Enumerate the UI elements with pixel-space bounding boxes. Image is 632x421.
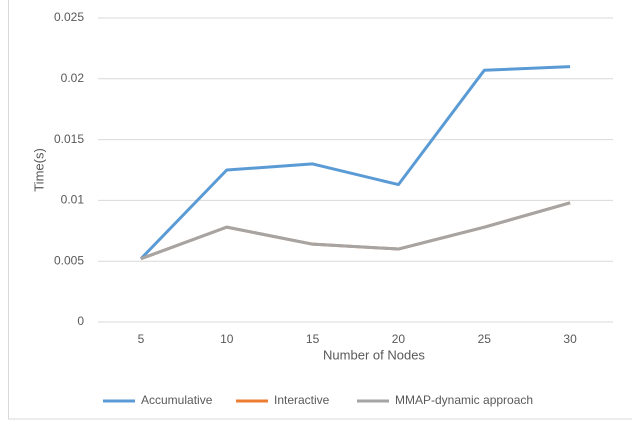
x-axis-title: Number of Nodes	[323, 347, 425, 362]
y-tick-label: 0.02	[61, 71, 85, 85]
y-tick-label: 0	[77, 314, 84, 328]
legend-label: MMAP-dynamic approach	[395, 393, 533, 407]
y-axis-title: Time(s)	[31, 148, 46, 192]
y-tick-label: 0.025	[54, 10, 84, 24]
legend-label: Accumulative	[141, 393, 213, 407]
series-line	[140, 201, 571, 261]
series-line	[140, 201, 571, 261]
series-line	[139, 65, 571, 260]
y-tick-label: 0.01	[61, 193, 85, 207]
x-tick-label: 5	[138, 332, 145, 346]
x-tick-label: 25	[478, 332, 492, 346]
x-tick-label: 20	[392, 332, 406, 346]
legend-label: Interactive	[274, 393, 330, 407]
x-tick-label: 15	[306, 332, 320, 346]
y-tick-label: 0.015	[54, 132, 84, 146]
y-tick-label: 0.005	[54, 253, 84, 267]
chart-frame	[8, 0, 632, 420]
x-tick-label: 10	[220, 332, 234, 346]
x-tick-label: 30	[563, 332, 577, 346]
